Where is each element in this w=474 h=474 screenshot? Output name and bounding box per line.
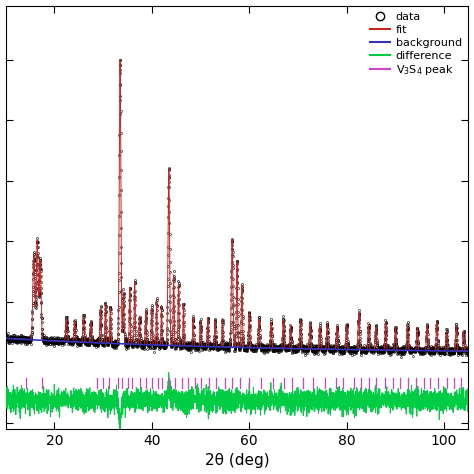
X-axis label: 2θ (deg): 2θ (deg) bbox=[205, 454, 269, 468]
Legend: data, fit, background, difference, V$_3$S$_4$ peak: data, fit, background, difference, V$_3$… bbox=[365, 8, 466, 82]
